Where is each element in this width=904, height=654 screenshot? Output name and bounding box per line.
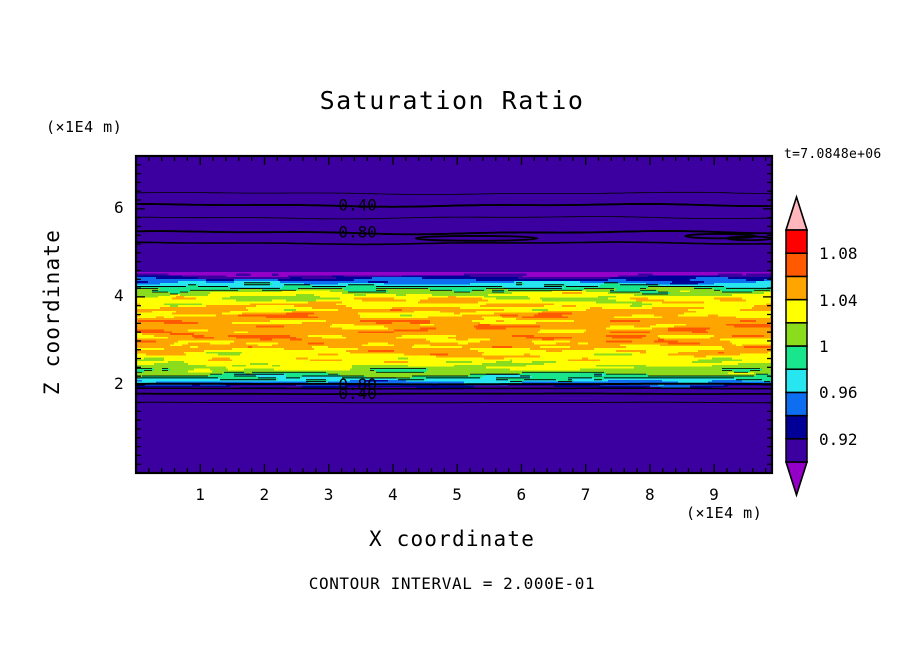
- x-axis-label: X coordinate: [368, 527, 536, 551]
- x-tick-label: 3: [323, 485, 334, 504]
- colorbar-tick-label: 0.92: [819, 429, 858, 449]
- colorbar-tick-label: 0.96: [819, 383, 858, 403]
- x-tick-label: 8: [644, 485, 655, 504]
- contour-label: 0.40: [338, 195, 377, 214]
- colorbar-tick-label: 1.08: [819, 244, 858, 264]
- x-tick-label: 6: [516, 485, 527, 504]
- x-tick-label: 4: [387, 485, 398, 504]
- y-tick-label: 6: [114, 197, 124, 217]
- y-tick-label: 2: [114, 373, 124, 393]
- x-tick-label: 2: [259, 485, 270, 504]
- x-tick-label: 5: [452, 485, 462, 504]
- x-tick-label: 9: [709, 485, 719, 504]
- x-tick-label: 7: [580, 485, 591, 504]
- contour-label: 0.80: [338, 375, 377, 394]
- contour-interval-caption: CONTOUR INTERVAL = 2.000E-01: [308, 574, 596, 593]
- y-tick-label: 4: [114, 285, 124, 305]
- contour-label: 0.80: [338, 223, 377, 242]
- page-title: Saturation Ratio: [319, 86, 585, 115]
- contour-label: 0.40: [338, 384, 377, 403]
- x-axis-units-label: (×1E4 m): [686, 504, 763, 522]
- y-axis-units-label: (×1E4 m): [46, 118, 123, 136]
- x-tick-label: 1: [195, 485, 205, 504]
- colorbar-tick-label: 1.04: [819, 290, 858, 310]
- colorbar-tick-label: 1: [819, 337, 829, 356]
- timestamp-annotation: t=7.0848e+06: [784, 147, 882, 162]
